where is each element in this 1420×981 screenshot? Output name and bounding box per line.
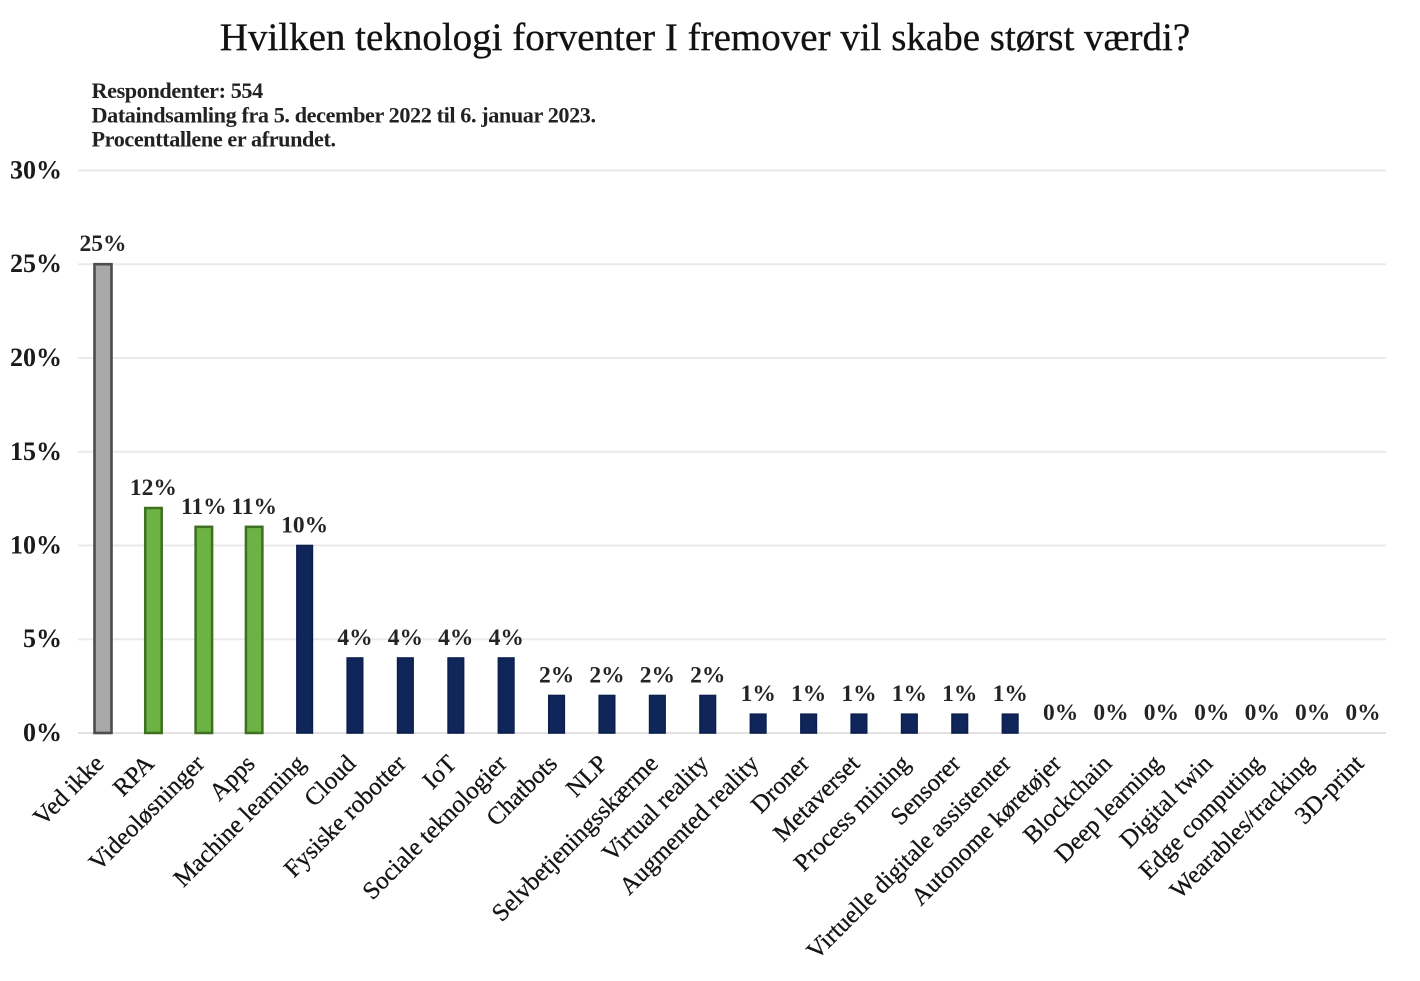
svg-text:1%: 1% xyxy=(993,681,1028,707)
svg-text:30%: 30% xyxy=(10,156,62,185)
svg-text:10%: 10% xyxy=(281,513,328,539)
svg-text:1%: 1% xyxy=(841,681,876,707)
svg-text:0%: 0% xyxy=(1295,700,1330,726)
svg-text:25%: 25% xyxy=(10,249,62,278)
svg-text:10%: 10% xyxy=(10,531,62,560)
svg-text:2%: 2% xyxy=(640,663,675,689)
svg-text:12%: 12% xyxy=(130,475,177,501)
svg-text:15%: 15% xyxy=(10,437,62,466)
svg-text:2%: 2% xyxy=(690,663,725,689)
svg-text:0%: 0% xyxy=(1345,700,1380,726)
svg-text:Dataindsamling fra 5. december: Dataindsamling fra 5. december 2022 til … xyxy=(92,102,596,127)
svg-text:Respondenter: 554: Respondenter: 554 xyxy=(92,78,264,103)
svg-text:20%: 20% xyxy=(10,343,62,372)
svg-text:5%: 5% xyxy=(23,624,62,653)
svg-text:Hvilken teknologi forventer I: Hvilken teknologi forventer I fremover v… xyxy=(220,16,1190,59)
svg-text:1%: 1% xyxy=(942,681,977,707)
svg-text:Procenttallene er afrundet.: Procenttallene er afrundet. xyxy=(92,127,336,152)
svg-text:4%: 4% xyxy=(489,625,524,651)
svg-text:0%: 0% xyxy=(23,718,62,747)
svg-text:11%: 11% xyxy=(181,494,227,520)
svg-text:25%: 25% xyxy=(80,231,127,257)
svg-text:0%: 0% xyxy=(1043,700,1078,726)
svg-text:2%: 2% xyxy=(539,663,574,689)
svg-text:0%: 0% xyxy=(1245,700,1280,726)
svg-text:0%: 0% xyxy=(1194,700,1229,726)
svg-text:4%: 4% xyxy=(388,625,423,651)
svg-text:1%: 1% xyxy=(741,681,776,707)
svg-text:0%: 0% xyxy=(1144,700,1179,726)
svg-text:1%: 1% xyxy=(892,681,927,707)
svg-text:4%: 4% xyxy=(438,625,473,651)
svg-text:2%: 2% xyxy=(589,663,624,689)
svg-text:0%: 0% xyxy=(1093,700,1128,726)
svg-text:11%: 11% xyxy=(231,494,277,520)
svg-text:1%: 1% xyxy=(791,681,826,707)
svg-text:4%: 4% xyxy=(337,625,372,651)
